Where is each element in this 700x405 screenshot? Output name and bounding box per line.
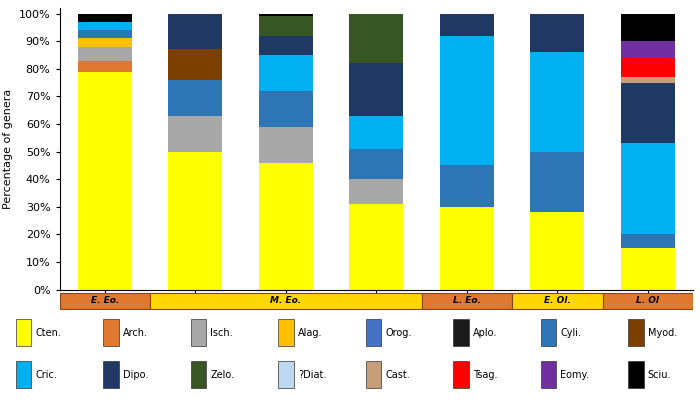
Bar [168, 80, 223, 116]
Bar [60, 292, 150, 309]
Bar [190, 361, 206, 388]
Bar [279, 319, 294, 346]
Text: E. Ol.: E. Ol. [544, 296, 570, 305]
Bar [104, 319, 118, 346]
Text: L. Eo.: L. Eo. [453, 296, 481, 305]
Bar [258, 36, 313, 55]
Text: Zelo.: Zelo. [211, 369, 234, 379]
Text: Dipo.: Dipo. [123, 369, 148, 379]
Text: Arch.: Arch. [123, 328, 148, 338]
Text: Alag.: Alag. [298, 328, 322, 338]
Text: Sciu.: Sciu. [648, 369, 671, 379]
Bar [349, 149, 403, 179]
Bar [440, 207, 494, 290]
Bar [621, 234, 675, 248]
Text: Orog.: Orog. [385, 328, 412, 338]
Bar [530, 14, 584, 52]
Bar [258, 14, 313, 16]
Bar [258, 127, 313, 163]
Bar [15, 319, 31, 346]
Text: Isch.: Isch. [211, 328, 233, 338]
Bar [349, 179, 403, 204]
Bar [530, 151, 584, 212]
Text: Cric.: Cric. [35, 369, 57, 379]
Text: Tsag.: Tsag. [473, 369, 497, 379]
Bar [15, 361, 31, 388]
Bar [440, 14, 494, 36]
Bar [78, 22, 132, 30]
Bar [621, 77, 675, 83]
Bar [440, 36, 494, 165]
Text: Cast.: Cast. [385, 369, 410, 379]
Bar [365, 319, 382, 346]
Bar [365, 361, 382, 388]
Bar [629, 361, 644, 388]
Bar [78, 47, 132, 60]
Bar [150, 292, 421, 309]
Bar [512, 292, 603, 309]
Bar [168, 151, 223, 290]
Bar [190, 319, 206, 346]
Bar [349, 14, 403, 63]
Bar [454, 319, 469, 346]
Text: Cyli.: Cyli. [560, 328, 581, 338]
Bar [540, 319, 556, 346]
Bar [78, 60, 132, 72]
Text: Aplo.: Aplo. [473, 328, 497, 338]
Bar [454, 361, 469, 388]
Text: Cten.: Cten. [35, 328, 61, 338]
Bar [349, 204, 403, 290]
Bar [279, 361, 294, 388]
Bar [258, 16, 313, 36]
Bar [258, 163, 313, 290]
Bar [530, 52, 584, 151]
Bar [78, 38, 132, 47]
Bar [168, 14, 223, 49]
Bar [349, 63, 403, 116]
Text: M. Eo.: M. Eo. [270, 296, 301, 305]
Bar [629, 319, 644, 346]
Bar [621, 248, 675, 290]
Text: Myod.: Myod. [648, 328, 677, 338]
Bar [349, 116, 403, 149]
Bar [621, 143, 675, 234]
Text: L. Ol: L. Ol [636, 296, 659, 305]
Bar [78, 14, 132, 22]
Bar [168, 116, 223, 151]
Bar [530, 212, 584, 290]
Bar [621, 14, 675, 41]
Bar [621, 83, 675, 143]
Bar [78, 30, 132, 38]
Text: E. Eo.: E. Eo. [90, 296, 119, 305]
Text: ?Diat.: ?Diat. [298, 369, 326, 379]
Bar [540, 361, 556, 388]
Bar [78, 72, 132, 290]
Bar [421, 292, 512, 309]
Text: Eomy.: Eomy. [560, 369, 589, 379]
Y-axis label: Percentage of genera: Percentage of genera [4, 89, 13, 209]
Bar [104, 361, 118, 388]
Bar [440, 165, 494, 207]
Bar [603, 292, 693, 309]
Bar [258, 55, 313, 91]
Bar [168, 49, 223, 80]
Bar [621, 41, 675, 58]
Bar [621, 58, 675, 77]
Bar [258, 91, 313, 127]
